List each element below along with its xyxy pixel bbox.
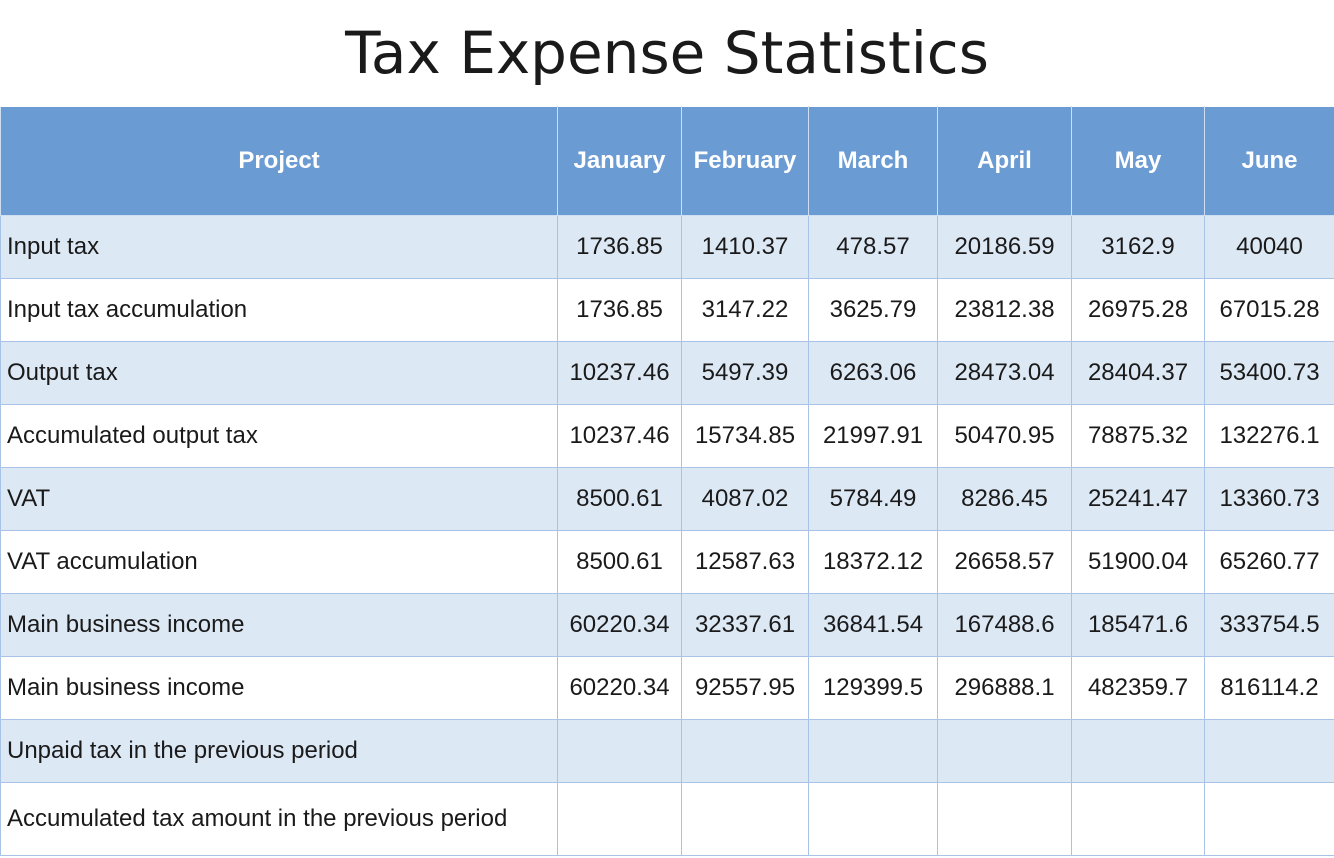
table-cell: 12587.63: [681, 530, 809, 594]
column-header-june: June: [1204, 106, 1334, 216]
table-cell: 3625.79: [808, 278, 938, 342]
table-cell: 8500.61: [557, 467, 682, 531]
table-cell: 53400.73: [1204, 341, 1334, 405]
row-label: Unpaid tax in the previous period: [0, 719, 558, 783]
table-cell: 25241.47: [1071, 467, 1205, 531]
column-header-may: May: [1071, 106, 1205, 216]
table-cell: 32337.61: [681, 593, 809, 657]
table-cell: [808, 719, 938, 783]
row-label: Output tax: [0, 341, 558, 405]
table-cell: 26658.57: [937, 530, 1072, 594]
table-cell: 21997.91: [808, 404, 938, 468]
tax-expense-table: Project January February March April May…: [0, 106, 1334, 856]
table-row: Input tax 1736.85 1410.37 478.57 20186.5…: [0, 215, 1334, 279]
table-cell: 23812.38: [937, 278, 1072, 342]
table-cell: 10237.46: [557, 341, 682, 405]
table-cell: [937, 782, 1072, 856]
table-cell: [808, 782, 938, 856]
table-cell: 185471.6: [1071, 593, 1205, 657]
table-cell: 129399.5: [808, 656, 938, 720]
row-label: Input tax: [0, 215, 558, 279]
table-cell: 15734.85: [681, 404, 809, 468]
table-cell: 478.57: [808, 215, 938, 279]
table-cell: 36841.54: [808, 593, 938, 657]
table-cell: 78875.32: [1071, 404, 1205, 468]
table-cell: 1410.37: [681, 215, 809, 279]
table-row: Accumulated tax amount in the previous p…: [0, 782, 1334, 856]
table-cell: 40040: [1204, 215, 1334, 279]
page-title: Tax Expense Statistics: [345, 19, 989, 87]
table-cell: 28473.04: [937, 341, 1072, 405]
column-header-march: March: [808, 106, 938, 216]
table-cell: 8500.61: [557, 530, 682, 594]
table-cell: [681, 782, 809, 856]
table-cell: 5497.39: [681, 341, 809, 405]
table-cell: 333754.5: [1204, 593, 1334, 657]
table-cell: [1071, 782, 1205, 856]
table-cell: 482359.7: [1071, 656, 1205, 720]
table-cell: 167488.6: [937, 593, 1072, 657]
table-cell: 65260.77: [1204, 530, 1334, 594]
table-cell: 26975.28: [1071, 278, 1205, 342]
table-row: Accumulated output tax 10237.46 15734.85…: [0, 404, 1334, 468]
table-cell: 3147.22: [681, 278, 809, 342]
table-cell: 8286.45: [937, 467, 1072, 531]
table-cell: 28404.37: [1071, 341, 1205, 405]
table-row: Unpaid tax in the previous period: [0, 719, 1334, 783]
table-cell: [557, 782, 682, 856]
column-header-february: February: [681, 106, 809, 216]
row-label: VAT: [0, 467, 558, 531]
table-cell: 60220.34: [557, 593, 682, 657]
row-label: VAT accumulation: [0, 530, 558, 594]
table-cell: 6263.06: [808, 341, 938, 405]
table-row: Main business income 60220.34 32337.61 3…: [0, 593, 1334, 657]
column-header-april: April: [937, 106, 1072, 216]
table-cell: 816114.2: [1204, 656, 1334, 720]
table-cell: [937, 719, 1072, 783]
table-cell: 1736.85: [557, 278, 682, 342]
row-label: Input tax accumulation: [0, 278, 558, 342]
table-cell: 4087.02: [681, 467, 809, 531]
table-cell: [1204, 782, 1334, 856]
table-cell: 20186.59: [937, 215, 1072, 279]
table-cell: 13360.73: [1204, 467, 1334, 531]
table-cell: 51900.04: [1071, 530, 1205, 594]
table-cell: [1071, 719, 1205, 783]
row-label: Main business income: [0, 656, 558, 720]
table-cell: [557, 719, 682, 783]
table-cell: 50470.95: [937, 404, 1072, 468]
column-header-january: January: [557, 106, 682, 216]
table-cell: 92557.95: [681, 656, 809, 720]
table-cell: 5784.49: [808, 467, 938, 531]
table-cell: [681, 719, 809, 783]
table-cell: 296888.1: [937, 656, 1072, 720]
table-cell: 1736.85: [557, 215, 682, 279]
table-cell: 18372.12: [808, 530, 938, 594]
table-row: Input tax accumulation 1736.85 3147.22 3…: [0, 278, 1334, 342]
table-row: VAT accumulation 8500.61 12587.63 18372.…: [0, 530, 1334, 594]
table-cell: 10237.46: [557, 404, 682, 468]
table-cell: 3162.9: [1071, 215, 1205, 279]
row-label: Main business income: [0, 593, 558, 657]
header-row: Project January February March April May…: [0, 106, 1334, 216]
table-cell: [1204, 719, 1334, 783]
column-header-project: Project: [0, 106, 558, 216]
table-row: Main business income 60220.34 92557.95 1…: [0, 656, 1334, 720]
row-label: Accumulated tax amount in the previous p…: [0, 782, 558, 856]
table-cell: 132276.1: [1204, 404, 1334, 468]
table-cell: 60220.34: [557, 656, 682, 720]
row-label: Accumulated output tax: [0, 404, 558, 468]
table-row: VAT 8500.61 4087.02 5784.49 8286.45 2524…: [0, 467, 1334, 531]
table-cell: 67015.28: [1204, 278, 1334, 342]
table-row: Output tax 10237.46 5497.39 6263.06 2847…: [0, 341, 1334, 405]
